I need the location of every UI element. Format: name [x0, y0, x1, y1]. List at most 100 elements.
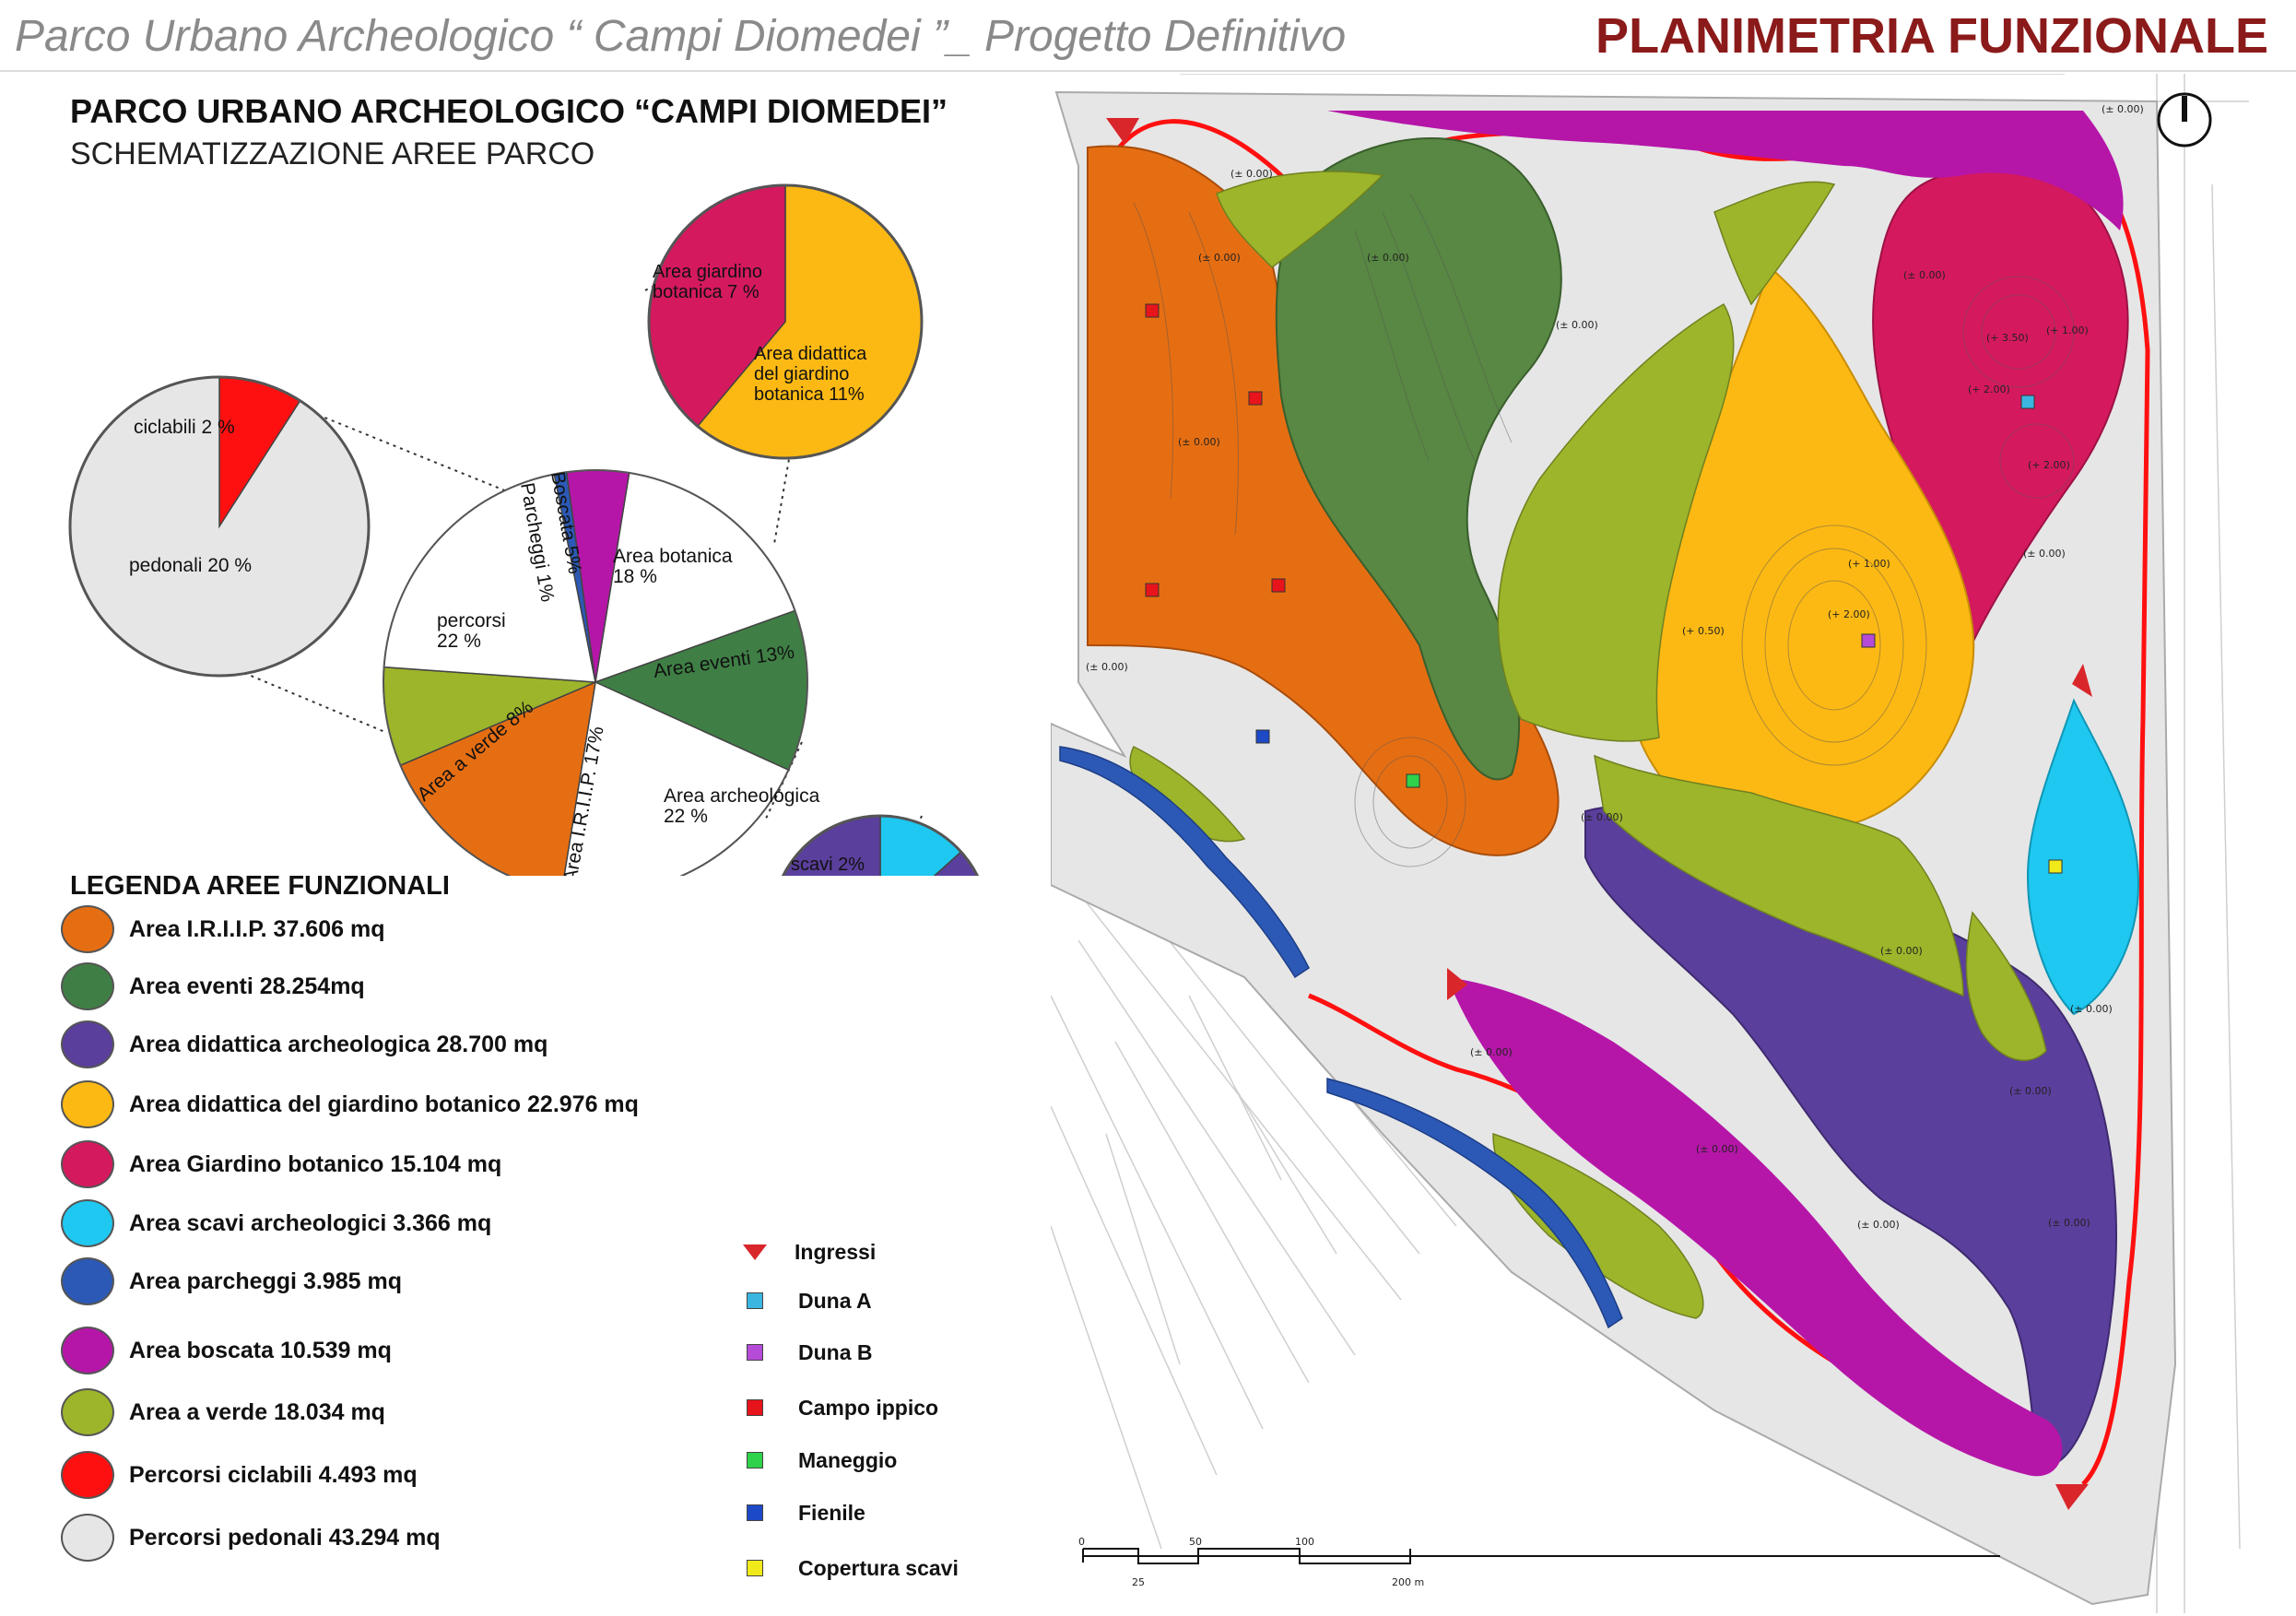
- elevation-label: (± 0.00): [1470, 1046, 1513, 1058]
- scale-bar: 0 50 100 25 200 m: [1078, 1536, 2000, 1588]
- elevation-label: (+ 1.00): [2046, 324, 2089, 336]
- copertura-scavi-marker: [2048, 859, 2063, 874]
- pie-main: Area botanica 18 % Area archeologica 22 % pe…: [383, 469, 820, 876]
- pie-botanica: Area giardino botanica 7 % Area didattica d…: [647, 183, 924, 460]
- document-title: Parco Urbano Archeologico “ Campi Diomed…: [15, 12, 1347, 61]
- connector-line: [243, 672, 388, 734]
- page-header: Parco Urbano Archeologico “ Campi Diomed…: [0, 0, 2296, 72]
- legend-swatch: [61, 905, 114, 953]
- scale-label-200: 200 m: [1392, 1576, 1424, 1588]
- legend-item: Area a verde 18.034 mq: [61, 1384, 385, 1441]
- elevation-label: (± 0.00): [1696, 1143, 1738, 1155]
- legend-item: Area scavi archeologici 3.366 mq: [61, 1195, 491, 1252]
- connector-line: [317, 414, 512, 494]
- pie-charts: Area botanica 18 % Area archeologica 22 % pe…: [68, 183, 980, 876]
- legend-item: Area didattica del giardino botanico 22.…: [61, 1076, 639, 1133]
- scale-label-0: 0: [1078, 1536, 1085, 1548]
- sheet-label: PLANIMETRIA FUNZIONALE: [1595, 8, 2268, 64]
- elevation-label: (+ 1.00): [1848, 558, 1890, 570]
- elevation-label: (+ 2.00): [1968, 383, 2010, 395]
- legend-item: Area didattica archeologica 28.700 mq: [61, 1016, 548, 1073]
- legend-item: Area I.R.I.I.P. 37.606 mq: [61, 901, 384, 958]
- fienile-marker: [1255, 729, 1270, 744]
- campo-ippico-marker: [1145, 303, 1160, 318]
- scale-label-50: 50: [1189, 1536, 1202, 1548]
- duna-b-marker: [1861, 633, 1876, 648]
- elevation-label: (± 0.00): [2048, 1217, 2090, 1229]
- symbol-label: Ingressi: [795, 1239, 877, 1264]
- pie-archeologica: scavi 2%Area didatticaarcheologica13%: [781, 814, 980, 876]
- connector-line: [773, 437, 794, 545]
- main-title: PARCO URBANO ARCHEOLOGICO “CAMPI DIOMEDE…: [70, 92, 948, 130]
- elevation-label: (± 0.00): [1903, 269, 1946, 281]
- elevation-label: (± 0.00): [1367, 252, 1409, 264]
- legend-label: Area didattica del giardino botanico 22.…: [129, 1091, 639, 1117]
- area-boscata-bottom: [1447, 977, 2063, 1477]
- north-arrow-icon: [2157, 92, 2212, 147]
- pie-label-area-archeologica: Area archeologica 22 %: [664, 785, 820, 827]
- legend-item: Area Giardino botanico 15.104 mq: [61, 1136, 501, 1193]
- elevation-label: (+ 2.00): [1828, 608, 1870, 620]
- elevation-label: (+ 0.50): [1682, 625, 1725, 637]
- symbol-item: Campo ippico: [747, 1389, 938, 1426]
- legend-swatch: [61, 1388, 114, 1436]
- square-marker-icon: [747, 1399, 763, 1416]
- legend-label: Area I.R.I.I.P. 37.606 mq: [129, 915, 385, 942]
- campo-ippico-marker: [1145, 583, 1160, 597]
- legend-label: Area boscata 10.539 mq: [129, 1337, 392, 1363]
- legend-label: Area eventi 28.254mq: [129, 973, 365, 999]
- elevation-label: (± 0.00): [1880, 945, 1923, 957]
- elevation-label: (± 0.00): [2009, 1085, 2052, 1097]
- symbol-label: Duna B: [798, 1339, 873, 1364]
- legend-swatch: [61, 1020, 114, 1068]
- symbol-item: Copertura scavi: [747, 1550, 959, 1587]
- pie-label-giardino: Area giardino botanica 7 %: [653, 262, 762, 302]
- elevation-label: (± 0.00): [1086, 661, 1128, 673]
- symbol-item: Duna A: [747, 1282, 872, 1319]
- contour-lines: [1133, 193, 2075, 867]
- symbol-label: Copertura scavi: [798, 1555, 959, 1580]
- legend-item: Area parcheggi 3.985 mq: [61, 1253, 402, 1310]
- legend-swatch: [61, 1080, 114, 1128]
- scale-label-25: 25: [1132, 1576, 1145, 1588]
- symbol-label: Duna A: [798, 1288, 872, 1313]
- legend-label: Area a verde 18.034 mq: [129, 1398, 385, 1425]
- area-parcheggi: [1059, 746, 1623, 1329]
- legend-label: Area scavi archeologici 3.366 mq: [129, 1209, 492, 1236]
- legend-swatch: [61, 1514, 114, 1562]
- elevation-label: (+ 3.50): [1986, 332, 2029, 344]
- area-boscata-top: [1327, 111, 2124, 230]
- legend-swatch: [61, 1140, 114, 1188]
- legend-item: Area boscata 10.539 mq: [61, 1322, 392, 1379]
- elevation-label: (± 0.00): [1230, 168, 1273, 180]
- square-marker-icon: [747, 1560, 763, 1576]
- legend-swatch: [61, 1327, 114, 1374]
- symbol-label: Fienile: [798, 1500, 865, 1525]
- elevation-label: (± 0.00): [2102, 103, 2144, 115]
- symbol-item: Fienile: [747, 1494, 865, 1531]
- elevation-label: (± 0.00): [1857, 1219, 1900, 1231]
- elevation-label: (± 0.00): [1198, 252, 1241, 264]
- symbol-item: Maneggio: [747, 1442, 897, 1479]
- pie-label-pedonali: pedonali 20 %: [129, 555, 252, 576]
- legend-swatch: [61, 962, 114, 1010]
- duna-a-marker: [2020, 395, 2035, 409]
- symbol-item: Ingressi: [743, 1233, 877, 1270]
- campo-ippico-marker: [1271, 578, 1286, 593]
- symbol-item: Duna B: [747, 1334, 873, 1371]
- legend-label: Percorsi ciclabili 4.493 mq: [129, 1461, 418, 1488]
- feature-markers: [1145, 303, 2063, 874]
- symbol-label: Maneggio: [798, 1447, 898, 1472]
- elevation-label: (± 0.00): [1178, 436, 1220, 448]
- legend-item: Percorsi ciclabili 4.493 mq: [61, 1446, 418, 1504]
- area-verde: [1129, 171, 2047, 1319]
- elevation-label: (± 0.00): [1581, 811, 1623, 823]
- area-scavi: [2026, 698, 2140, 1016]
- legend-swatch: [61, 1199, 114, 1247]
- legend-title: LEGENDA AREE FUNZIONALI: [70, 871, 450, 901]
- elevation-label: (+ 2.00): [2028, 459, 2070, 471]
- elevation-label: (± 0.00): [2070, 1003, 2113, 1015]
- campo-ippico-marker: [1248, 391, 1263, 406]
- pie-label-ciclabili: ciclabili 2 %: [134, 417, 235, 438]
- site-plan: (± 0.00) (± 0.00) (± 0.00) (± 0.00) (± 0.00)…: [1051, 74, 2267, 1613]
